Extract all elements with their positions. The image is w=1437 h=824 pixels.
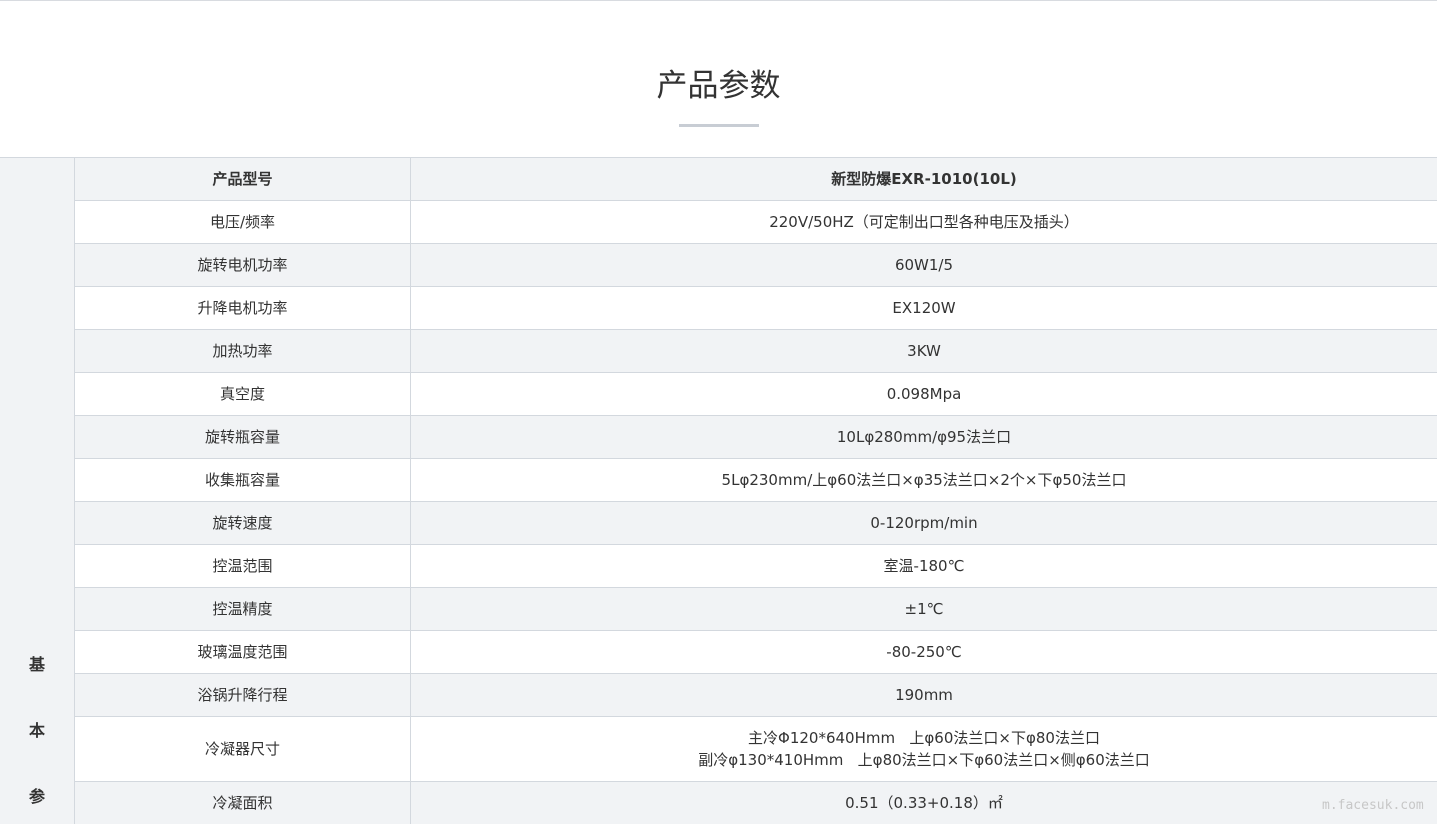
value-cell: 0.098Mpa: [410, 372, 1437, 415]
label-cell: 控温范围: [74, 544, 410, 587]
value-cell: 3KW: [410, 329, 1437, 372]
value-line: 副冷φ130*410Hmm 上φ80法兰口×下φ60法兰口×侧φ60法兰口: [698, 751, 1150, 769]
label-cell: 旋转电机功率: [74, 243, 410, 286]
label-cell: 电压/频率: [74, 200, 410, 243]
value-cell: 5Lφ230mm/上φ60法兰口×φ35法兰口×2个×下φ50法兰口: [410, 458, 1437, 501]
value-cell: 主冷Φ120*640Hmm 上φ60法兰口×下φ80法兰口副冷φ130*410H…: [410, 716, 1437, 781]
value-cell: 0-120rpm/min: [410, 501, 1437, 544]
spec-table: 产品型号 新型防爆EXR-1010(10L) 电压/频率 220V/50HZ（可定制出…: [0, 157, 1437, 824]
label-cell: 旋转瓶容量: [74, 415, 410, 458]
value-cell: 190mm: [410, 673, 1437, 716]
title-underline: [679, 124, 759, 127]
side-label-char: 基: [28, 655, 45, 674]
watermark: m.facesuk.com: [1322, 798, 1424, 813]
label-cell: 加热功率: [74, 329, 410, 372]
label-cell: 真空度: [74, 372, 410, 415]
value-cell: 室温-180℃: [410, 544, 1437, 587]
label-cell: 收集瓶容量: [74, 458, 410, 501]
value-cell: 新型防爆EXR-1010(10L): [410, 157, 1437, 200]
value-cell: -80-250℃: [410, 630, 1437, 673]
label-cell: 升降电机功率: [74, 286, 410, 329]
value-cell: ±1℃: [410, 587, 1437, 630]
side-label-char: 本: [28, 721, 45, 740]
value-cell: 0.51（0.33+0.18）㎡: [410, 781, 1437, 824]
value-line: 主冷Φ120*640Hmm 上φ60法兰口×下φ80法兰口: [748, 729, 1100, 747]
value-cell: 60W1/5: [410, 243, 1437, 286]
top-rule: [0, 0, 1437, 1]
label-cell: 冷凝器尺寸: [74, 716, 410, 781]
side-label-char: 参: [28, 787, 45, 806]
label-cell: 冷凝面积: [74, 781, 410, 824]
side-cell: 基本参: [0, 157, 74, 824]
section-title: 产品参数: [656, 68, 781, 104]
value-cell: 10Lφ280mm/φ95法兰口: [410, 415, 1437, 458]
label-cell: 玻璃温度范围: [74, 630, 410, 673]
value-cell: EX120W: [410, 286, 1437, 329]
value-cell: 220V/50HZ（可定制出口型各种电压及插头）: [410, 200, 1437, 243]
label-cell: 控温精度: [74, 587, 410, 630]
label-cell: 产品型号: [74, 157, 410, 200]
label-cell: 旋转速度: [74, 501, 410, 544]
label-cell: 浴锅升降行程: [74, 673, 410, 716]
